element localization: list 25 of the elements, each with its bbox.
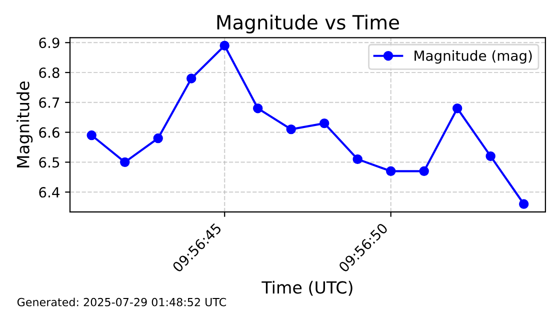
point	[518, 199, 529, 209]
point	[120, 157, 130, 168]
point	[186, 74, 196, 84]
y-tick-label: 6.8	[39, 67, 60, 78]
point	[286, 124, 296, 134]
x-axis-title: Time (UTC)	[262, 280, 352, 296]
point	[352, 154, 362, 164]
legend-label: Magnitude (mag)	[414, 50, 532, 64]
y-tick-label: 6.6	[39, 127, 60, 138]
y-tick-label: 6.7	[39, 97, 60, 108]
y-tick-label: 6.9	[39, 38, 60, 48]
point	[419, 166, 429, 176]
text: Generated: 2025-07-29 01:48:52 UTC	[17, 298, 226, 306]
point	[486, 151, 496, 162]
y-tick-label: 6.4	[39, 187, 60, 198]
chart-title: Magnitude vs Time	[217, 14, 399, 34]
point	[452, 104, 462, 114]
y-tick-label: 6.5	[39, 157, 60, 168]
point	[153, 133, 163, 144]
point	[319, 118, 330, 128]
point	[86, 130, 96, 140]
point	[252, 104, 263, 114]
point	[386, 166, 396, 176]
point	[220, 40, 230, 50]
y-axis-title: Magnitude	[16, 82, 33, 168]
